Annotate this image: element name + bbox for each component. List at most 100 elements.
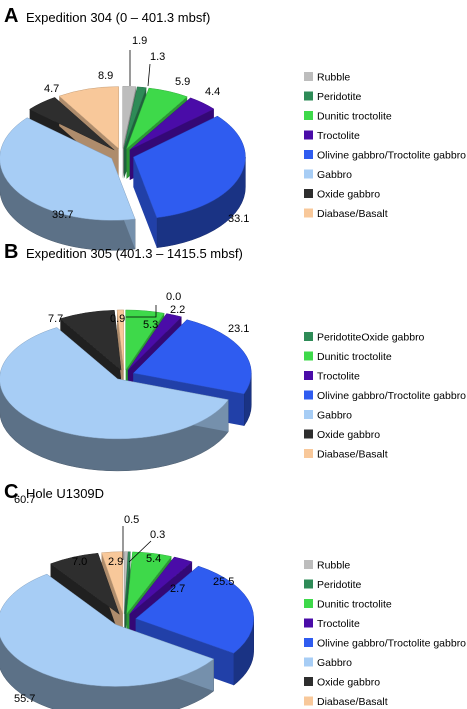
chart-title: Expedition 305 (401.3 – 1415.5 mbsf) (26, 246, 243, 261)
slice-gabbro (0, 573, 215, 687)
value-label-peridotite: 0.3 (150, 529, 165, 541)
legend-swatch-peridotite (304, 91, 313, 101)
legend-swatch-rubble (304, 560, 313, 569)
legend-swatch-peridotiteoxide-gabbro (304, 332, 313, 341)
panel-letter: B (4, 241, 18, 263)
legend-label-oxide-gabbro: Oxide gabbro (317, 189, 380, 201)
leader-line (128, 540, 152, 563)
value-label-gabbro: 60.7 (14, 494, 35, 506)
legend-label-rubble: Rubble (317, 72, 350, 84)
legend-label-troctolite: Troctolite (317, 130, 360, 142)
value-label-dunitic-troctolite: 5.9 (175, 76, 190, 88)
value-label-dunitic-troctolite: 5.4 (146, 553, 161, 565)
legend-label-dunitic-troctolite: Dunitic troctolite (317, 599, 392, 611)
legend-swatch-diabase-basalt (304, 449, 313, 458)
value-label-dunitic-troctolite: 5.3 (143, 319, 158, 331)
legend-label-peridotiteoxide-gabbro: PeridotiteOxide gabbro (317, 332, 425, 344)
leader-line (126, 305, 157, 318)
panel-c: C Hole U1309D 0.5 0.3 5.4 2.7 25.5 55.7 7.0 2.9 Ru… (0, 481, 466, 709)
slice-wall-peridotite (124, 551, 131, 646)
legend-swatch-oxide-gabbro (304, 677, 313, 686)
value-label-diabase-basalt: 8.9 (98, 70, 113, 82)
value-label-diabase-basalt: 2.9 (108, 556, 123, 568)
legend: Rubble Peridotite Dunitic troctolite Trocto… (304, 72, 466, 220)
panel-letter: C (4, 481, 18, 503)
panel-a: A Expedition 304 (0 – 401.3 mbsf) 1.91.3 5.… (0, 5, 466, 251)
slice-olivine-gabbro-troctolite-gabbro (133, 115, 246, 218)
legend-label-dunitic-troctolite: Dunitic troctolite (317, 351, 392, 363)
value-label-olivine-gabbro-troctolite-gabbro: 25.5 (213, 576, 234, 588)
legend: PeridotiteOxide gabbro Dunitic troctolite… (304, 332, 466, 461)
legend-label-olivine-gabbro-troctolite-gabbro: Olivine gabbro/Troctolite gabbro (317, 150, 466, 162)
value-label-gabbro: 39.7 (52, 209, 73, 221)
value-label-diabase-basalt: 0.9 (110, 313, 125, 325)
slice-gabbro (0, 117, 136, 221)
legend-label-oxide-gabbro: Oxide gabbro (317, 677, 380, 689)
slice-oxide-gabbro (59, 309, 122, 371)
legend-label-dunitic-troctolite: Dunitic troctolite (317, 111, 392, 123)
legend-swatch-troctolite (304, 130, 313, 140)
value-label-oxide-gabbro: 4.7 (44, 83, 59, 95)
panel-b: B Expedition 305 (401.3 – 1415.5 mbsf) 0.0… (0, 241, 466, 506)
legend-label-gabbro: Gabbro (317, 410, 352, 422)
legend-label-gabbro: Gabbro (317, 169, 352, 181)
slice-oxide-gabbro (29, 97, 115, 151)
legend-swatch-olivine-gabbro-troctolite-gabbro (304, 390, 313, 400)
legend-label-diabase-basalt: Diabase/Basalt (317, 449, 388, 461)
value-label-gabbro: 55.7 (14, 693, 35, 705)
legend-swatch-peridotite (304, 579, 313, 589)
value-label-rubble: 1.9 (132, 35, 147, 47)
slice-rubble (122, 86, 137, 149)
legend-swatch-dunitic-troctolite (304, 351, 313, 361)
legend-swatch-gabbro (304, 169, 313, 179)
legend-swatch-troctolite (304, 371, 313, 380)
slice-oxide-gabbro (50, 552, 120, 615)
legend-label-olivine-gabbro-troctolite-gabbro: Olivine gabbro/Troctolite gabbro (317, 390, 466, 402)
value-label-oxide-gabbro: 7.7 (48, 313, 63, 325)
value-label-olivine-gabbro-troctolite-gabbro: 33.1 (228, 213, 249, 225)
legend-swatch-dunitic-troctolite (304, 599, 313, 608)
legend-swatch-oxide-gabbro (304, 429, 313, 439)
value-label-peridotite: 1.3 (150, 51, 165, 63)
slice-peridotite (124, 551, 131, 614)
slice-gabbro (0, 327, 229, 440)
slice-troctolite (129, 97, 215, 151)
slice-olivine-gabbro-troctolite-gabbro (135, 565, 254, 654)
legend-swatch-olivine-gabbro-troctolite-gabbro (304, 638, 313, 647)
panel-letter: A (4, 5, 18, 27)
legend-label-diabase-basalt: Diabase/Basalt (317, 696, 388, 708)
pie (0, 551, 254, 709)
legend: Rubble Peridotite Dunitic troctolite Trocto… (304, 560, 466, 708)
slice-rubble (123, 551, 129, 614)
slice-olivine-gabbro-troctolite-gabbro (132, 319, 252, 395)
legend-swatch-oxide-gabbro (304, 189, 313, 198)
value-label-rubble: 0.5 (124, 514, 139, 526)
value-label-oxide-gabbro: 7.0 (72, 556, 87, 568)
legend-label-diabase-basalt: Diabase/Basalt (317, 208, 388, 220)
legend-label-rubble: Rubble (317, 560, 350, 572)
slice-dunitic-troctolite (126, 551, 172, 615)
legend-label-troctolite: Troctolite (317, 618, 360, 630)
slice-dunitic-troctolite (125, 87, 188, 150)
value-label-troctolite: 2.2 (170, 304, 185, 316)
slice-wall-diabase-basalt (117, 310, 124, 402)
value-label-peridotite: 0.0 (166, 291, 181, 303)
value-label-olivine-gabbro-troctolite-gabbro: 23.1 (228, 323, 249, 335)
value-label-troctolite: 2.7 (170, 583, 185, 595)
slice-wall-olivine-gabbro-troctolite-gabbro (133, 157, 157, 248)
legend-label-peridotite: Peridotite (317, 91, 362, 103)
slice-troctolite (129, 556, 193, 615)
legend-swatch-rubble (304, 72, 313, 81)
legend-swatch-gabbro (304, 657, 313, 667)
slice-diabase-basalt (116, 309, 124, 370)
legend-label-olivine-gabbro-troctolite-gabbro: Olivine gabbro/Troctolite gabbro (317, 638, 466, 650)
pie (0, 86, 246, 251)
slice-troctolite (127, 313, 183, 371)
chart-title: Hole U1309D (26, 486, 104, 501)
legend-swatch-diabase-basalt (304, 208, 313, 218)
value-label-troctolite: 4.4 (205, 86, 220, 98)
legend-swatch-diabase-basalt (304, 696, 313, 706)
leader-line (147, 63, 151, 87)
chart-title: Expedition 304 (0 – 401.3 mbsf) (26, 10, 210, 25)
